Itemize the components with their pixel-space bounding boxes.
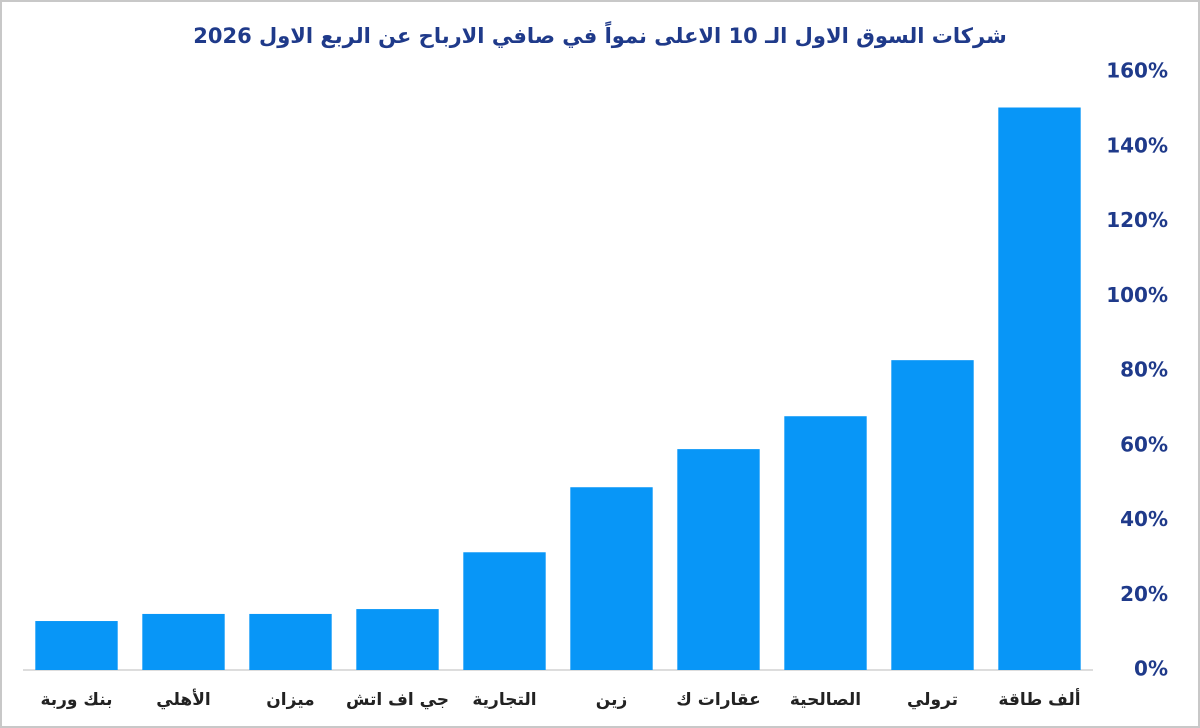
x-tick-label: زين xyxy=(596,690,627,710)
bar xyxy=(142,613,225,670)
chart-title: شركات السوق الاول الـ 10 الاعلى نمواً في… xyxy=(193,20,1006,48)
x-tick-label: ميزان xyxy=(266,690,314,710)
x-tick-label: بنك وربة xyxy=(40,690,112,710)
y-tick-label: 160% xyxy=(1106,59,1168,83)
x-tick-label: عقارات ك xyxy=(676,690,760,710)
y-tick-label: 140% xyxy=(1106,133,1168,157)
y-tick-label: 120% xyxy=(1106,208,1168,232)
x-tick-label: التجارية xyxy=(472,690,536,710)
x-tick-label: ترولي xyxy=(907,690,958,710)
x-tick-label: الصالحية xyxy=(790,690,861,710)
bar xyxy=(998,107,1081,671)
bar xyxy=(249,613,332,670)
bar xyxy=(891,360,974,670)
x-tick-label: جي اف اتش xyxy=(346,690,449,710)
y-tick-label: 100% xyxy=(1106,283,1168,307)
bar xyxy=(570,487,653,670)
y-tick-label: 20% xyxy=(1120,582,1168,606)
bar xyxy=(356,609,439,670)
y-tick-label: 0% xyxy=(1134,657,1168,681)
bar xyxy=(35,621,118,670)
x-tick-label: ألف طاقة xyxy=(998,688,1080,710)
y-tick-label: 40% xyxy=(1120,507,1168,531)
x-tick-label: الأهلي xyxy=(156,689,210,710)
y-tick-label: 80% xyxy=(1120,358,1168,382)
y-tick-label: 60% xyxy=(1120,432,1168,456)
bar xyxy=(463,552,546,670)
bar xyxy=(784,416,867,670)
bar xyxy=(677,449,760,670)
